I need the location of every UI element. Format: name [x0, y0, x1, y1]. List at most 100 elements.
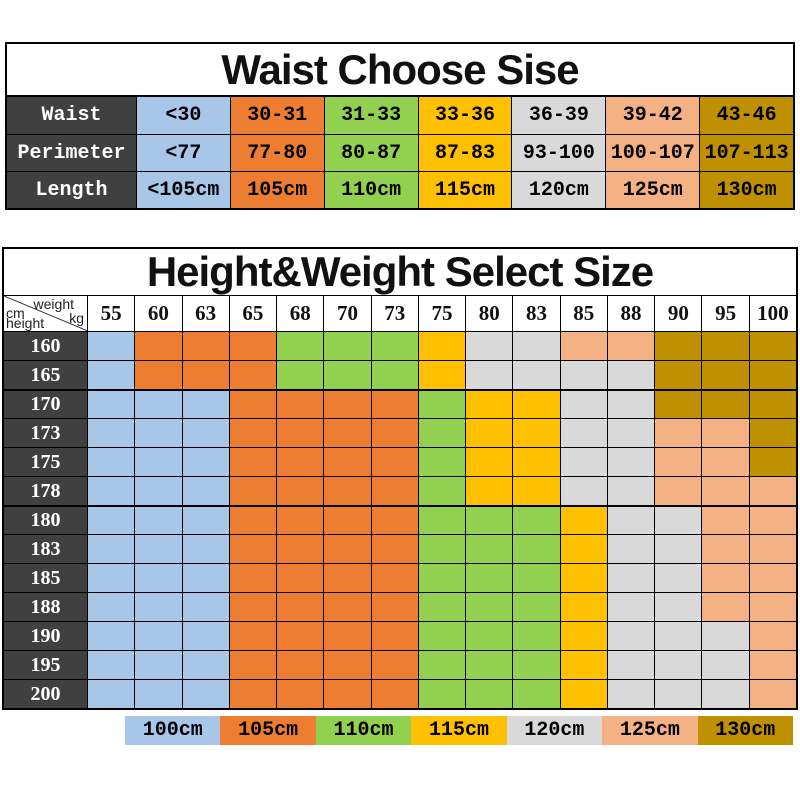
size-cell: [512, 593, 560, 621]
size-matrix-row: 200: [4, 679, 796, 708]
weight-tick-label: 55: [100, 301, 122, 325]
size-cell: [181, 507, 229, 534]
size-cell: [654, 448, 702, 476]
size-cell: [228, 332, 277, 360]
size-matrix-row: 183: [4, 534, 796, 563]
weight-tick-label: 95: [701, 296, 748, 331]
size-cell: [465, 507, 513, 534]
size-cell: [134, 535, 182, 563]
height-axis-label: height: [6, 315, 45, 331]
size-cell: [370, 391, 418, 418]
size-matrix-row: 180: [4, 505, 796, 534]
size-cell: [323, 680, 371, 708]
size-cell: [134, 622, 182, 650]
legend-item: 110cm: [315, 716, 412, 745]
weight-tick-label: 73: [370, 296, 418, 331]
waist-value-cell: 36-39: [511, 97, 606, 134]
size-cell: [559, 680, 607, 708]
size-cell: [323, 593, 371, 621]
size-cell: [417, 361, 466, 389]
kg-unit-label: kg: [69, 310, 84, 326]
height-tick-label: 188: [4, 593, 88, 621]
size-cell: [181, 419, 229, 447]
size-cell: [323, 477, 371, 505]
size-cell: [748, 332, 796, 360]
size-cell: [88, 448, 135, 476]
size-cell: [323, 622, 371, 650]
size-cell: [465, 419, 513, 447]
size-cell: [559, 535, 607, 563]
waist-value-cell: <30: [137, 97, 230, 134]
size-cell: [323, 448, 371, 476]
waist-value-cell: 30-31: [229, 97, 324, 134]
weight-tick-label: 100: [748, 296, 796, 331]
size-cell: [654, 622, 702, 650]
size-cell: [606, 448, 655, 476]
size-cell: [323, 564, 371, 592]
height-tick-label: 160: [4, 332, 88, 360]
waist-value-cell: 100-107: [605, 135, 700, 171]
size-cell: [228, 593, 277, 621]
size-cell: [748, 477, 796, 505]
size-cell: [323, 419, 371, 447]
size-cell: [181, 477, 229, 505]
size-cell: [88, 564, 135, 592]
height-tick-label: 173: [4, 419, 88, 447]
size-matrix-row: 195: [4, 650, 796, 679]
size-matrix-row: 178: [4, 476, 796, 505]
size-cell: [276, 593, 324, 621]
size-cell: [134, 564, 182, 592]
size-cell: [654, 332, 702, 360]
size-cell: [559, 448, 607, 476]
waist-value-cell: <105cm: [137, 172, 230, 208]
size-cell: [606, 391, 655, 418]
size-cell: [512, 507, 560, 534]
size-cell: [606, 477, 655, 505]
size-cell: [276, 507, 324, 534]
size-cell: [276, 622, 324, 650]
size-cell: [88, 680, 135, 708]
height-weight-table-title: Height&Weight Select Size: [4, 248, 796, 296]
weight-tick-label: 68: [276, 296, 323, 331]
size-cell: [748, 391, 796, 418]
size-cell: [276, 332, 324, 360]
weight-tick-label: 75: [417, 296, 465, 331]
size-cell: [748, 564, 796, 592]
size-cell: [417, 535, 466, 563]
size-cell: [512, 419, 560, 447]
size-cell: [323, 507, 371, 534]
size-cell: [276, 391, 324, 418]
size-cell: [276, 477, 324, 505]
size-cell: [323, 361, 371, 389]
size-cell: [88, 535, 135, 563]
size-cell: [370, 680, 418, 708]
size-cell: [134, 391, 182, 418]
size-cell: [88, 361, 135, 389]
weight-header-cells: 55 60 63 65 68 70 73 75 80 83 85 88 90 95 100: [88, 296, 796, 331]
waist-table-title: Waist Choose Sise: [7, 44, 793, 97]
size-cell: [181, 361, 229, 389]
size-cell: [181, 593, 229, 621]
size-cell: [370, 448, 418, 476]
size-cell: [606, 564, 655, 592]
size-cell: [323, 391, 371, 418]
size-cell: [88, 622, 135, 650]
size-cell: [228, 419, 277, 447]
size-cell: [465, 332, 513, 360]
height-tick-label: 183: [4, 535, 88, 563]
size-cell: [654, 651, 702, 679]
size-cell: [134, 680, 182, 708]
size-cell: [559, 507, 607, 534]
size-cell: [323, 651, 371, 679]
size-cell: [276, 564, 324, 592]
size-cell: [276, 448, 324, 476]
size-cell: [512, 361, 560, 389]
size-cell: [181, 448, 229, 476]
weight-tick-label: 60: [134, 296, 181, 331]
size-cell: [370, 332, 418, 360]
size-cell: [88, 477, 135, 505]
size-cell: [228, 535, 277, 563]
size-cell: [276, 419, 324, 447]
size-cell: [465, 564, 513, 592]
size-cell: [181, 535, 229, 563]
